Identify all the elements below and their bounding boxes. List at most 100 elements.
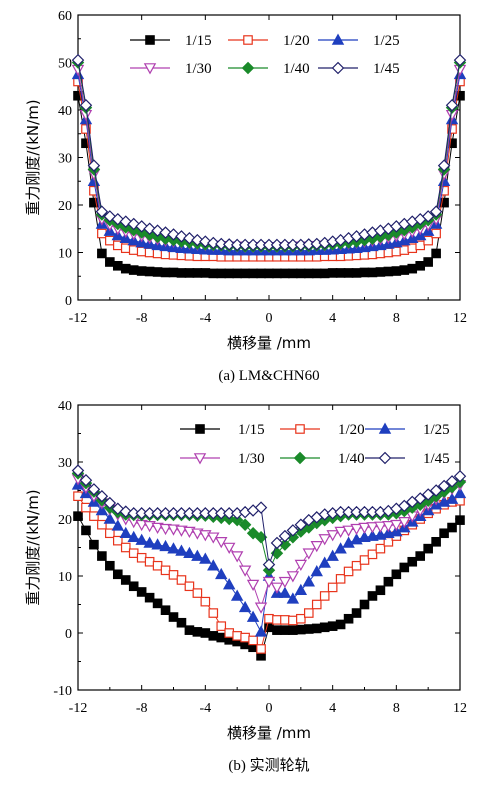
y-tick-label: 30 [58, 152, 72, 167]
x-tick-label: 8 [393, 701, 400, 716]
data-point [445, 492, 459, 504]
data-point [160, 267, 171, 278]
data-point [159, 539, 172, 552]
series-1/20 [73, 76, 465, 262]
data-point [230, 551, 244, 563]
data-point [270, 582, 284, 594]
data-point [87, 483, 101, 496]
x-tick-label: -12 [69, 311, 88, 326]
data-point [383, 266, 394, 277]
data-point [431, 228, 441, 239]
data-point [319, 591, 330, 601]
data-point [151, 224, 164, 237]
data-point [224, 268, 235, 279]
y-tick-label: 20 [58, 199, 72, 214]
data-point [445, 99, 459, 112]
data-point [453, 486, 467, 499]
data-point [208, 608, 219, 618]
legend-marker [145, 35, 155, 45]
legend-marker [378, 451, 392, 465]
data-point [112, 261, 123, 271]
data-point [215, 237, 228, 251]
data-point [136, 266, 147, 276]
data-point [318, 556, 331, 568]
data-point [343, 566, 354, 577]
x-axis-label: 横移量 /mm [227, 724, 311, 742]
data-point [390, 519, 403, 532]
plot-frame [77, 404, 461, 691]
legend-label: 1/20 [338, 422, 365, 438]
data-point [326, 530, 339, 542]
data-point [184, 581, 195, 592]
data-point [431, 536, 441, 547]
data-point [302, 575, 316, 587]
legend-entry: 1/30 [130, 61, 212, 77]
data-point [159, 523, 172, 536]
legend-entry: 1/45 [365, 451, 450, 467]
data-point [431, 248, 441, 259]
data-point [160, 605, 171, 615]
series-line [77, 60, 461, 246]
data-point [327, 582, 338, 593]
data-point [222, 578, 236, 590]
data-point [111, 519, 125, 531]
y-tick-label: 60 [58, 9, 72, 24]
data-point [230, 589, 244, 601]
data-point [407, 556, 418, 567]
data-point [97, 519, 107, 530]
data-point [272, 268, 282, 279]
figure-caption: (a) LM&CHN60 [218, 368, 319, 384]
data-point [111, 213, 125, 226]
legend-label: 1/30 [238, 451, 265, 467]
data-point [95, 489, 109, 503]
legend-entry: 1/25 [365, 422, 450, 438]
data-point [89, 539, 99, 550]
data-point [272, 615, 282, 625]
x-tick-label: 12 [453, 311, 467, 326]
data-point [95, 205, 109, 218]
x-tick-label: -8 [136, 701, 148, 716]
series-1/25 [71, 478, 467, 637]
data-point [192, 268, 203, 278]
legend-label: 1/15 [238, 422, 265, 438]
x-tick-label: -4 [199, 701, 211, 716]
x-tick-label: 8 [393, 311, 400, 326]
chart-panel-b: -12 -8 -4 0 4 8 12 -10 0 10 20 30 40 横移量 /mm 重力刚度/(kN/… [24, 399, 467, 774]
data-point [398, 499, 411, 513]
data-point [208, 268, 219, 279]
data-point [437, 159, 451, 172]
legend-label: 1/25 [423, 422, 450, 438]
legend-entry: 1/40 [228, 61, 310, 77]
data-point [97, 551, 107, 561]
data-point [254, 501, 268, 514]
data-point [152, 560, 163, 571]
data-point [264, 268, 274, 279]
data-point [79, 473, 93, 487]
legend-marker [331, 33, 345, 45]
data-point [310, 565, 323, 577]
data-point [184, 625, 195, 635]
figure-caption: (b) 实测轮轨 [228, 757, 309, 774]
y-tick-label: -10 [53, 684, 72, 699]
data-point [350, 523, 363, 536]
x-tick-label: -4 [199, 311, 211, 326]
data-point [367, 591, 378, 601]
data-point [168, 267, 179, 278]
data-point [208, 631, 219, 641]
data-point [160, 565, 171, 576]
data-point [135, 533, 148, 545]
data-point [167, 524, 180, 536]
data-point [222, 542, 236, 554]
data-point [421, 210, 435, 223]
data-point [97, 228, 107, 239]
data-point [256, 644, 266, 654]
data-point [71, 53, 85, 67]
legend-label: 1/20 [283, 33, 310, 49]
data-point [303, 608, 314, 618]
y-tick-label: 0 [65, 294, 72, 309]
data-point [230, 513, 244, 527]
data-point [358, 522, 371, 534]
legend-label: 1/40 [338, 451, 365, 467]
data-point [192, 588, 203, 598]
